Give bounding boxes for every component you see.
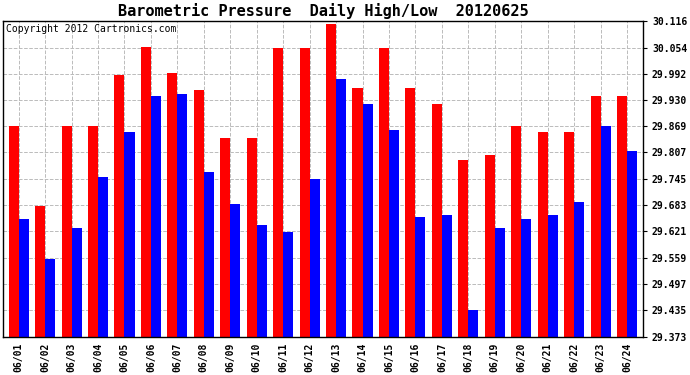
- Bar: [167, 73, 177, 337]
- Bar: [362, 105, 373, 337]
- Bar: [406, 87, 415, 337]
- Bar: [379, 48, 389, 337]
- Bar: [617, 96, 627, 337]
- Bar: [326, 24, 336, 337]
- Bar: [353, 87, 362, 337]
- Bar: [283, 232, 293, 337]
- Bar: [548, 215, 558, 337]
- Bar: [177, 94, 188, 337]
- Bar: [8, 126, 19, 337]
- Bar: [61, 126, 72, 337]
- Bar: [389, 130, 399, 337]
- Bar: [521, 219, 531, 337]
- Bar: [141, 47, 151, 337]
- Bar: [442, 215, 452, 337]
- Bar: [495, 228, 505, 337]
- Bar: [458, 160, 469, 337]
- Bar: [194, 90, 204, 337]
- Bar: [35, 206, 45, 337]
- Bar: [273, 48, 283, 337]
- Bar: [151, 96, 161, 337]
- Bar: [19, 219, 29, 337]
- Bar: [574, 202, 584, 337]
- Bar: [310, 179, 319, 337]
- Bar: [591, 96, 600, 337]
- Bar: [432, 105, 442, 337]
- Bar: [469, 310, 478, 337]
- Bar: [538, 132, 548, 337]
- Text: Copyright 2012 Cartronics.com: Copyright 2012 Cartronics.com: [6, 24, 177, 34]
- Title: Barometric Pressure  Daily High/Low  20120625: Barometric Pressure Daily High/Low 20120…: [117, 3, 528, 19]
- Bar: [299, 48, 310, 337]
- Bar: [257, 225, 267, 337]
- Bar: [124, 132, 135, 337]
- Bar: [336, 79, 346, 337]
- Bar: [627, 151, 637, 337]
- Bar: [88, 126, 98, 337]
- Bar: [115, 75, 124, 337]
- Bar: [511, 126, 521, 337]
- Bar: [230, 204, 240, 337]
- Bar: [98, 177, 108, 337]
- Bar: [204, 172, 214, 337]
- Bar: [220, 138, 230, 337]
- Bar: [564, 132, 574, 337]
- Bar: [485, 155, 495, 337]
- Bar: [415, 217, 426, 337]
- Bar: [45, 260, 55, 337]
- Bar: [247, 138, 257, 337]
- Bar: [600, 126, 611, 337]
- Bar: [72, 228, 81, 337]
